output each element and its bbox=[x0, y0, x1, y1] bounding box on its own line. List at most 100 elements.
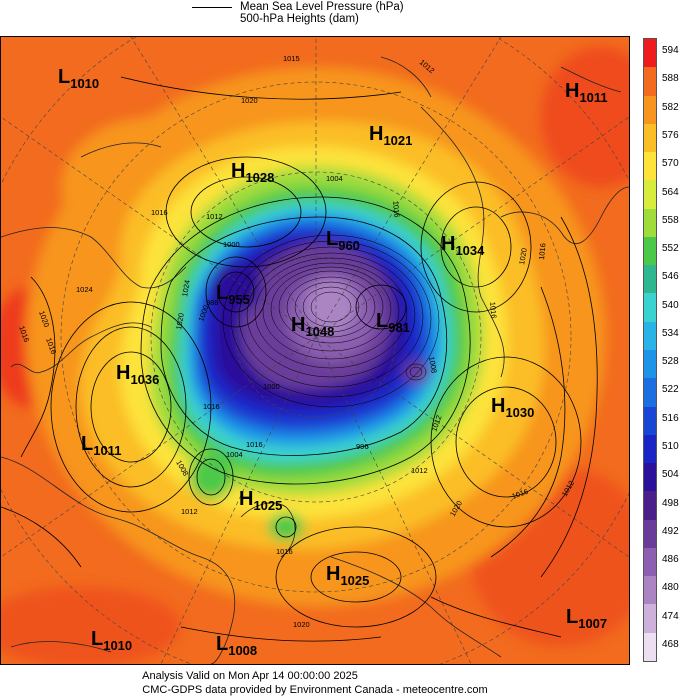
header: Mean Sea Level Pressure (hPa) 500-hPa He… bbox=[0, 0, 680, 36]
high-pressure-center: H1048 bbox=[291, 314, 334, 339]
colorbar-tick-label: 468 bbox=[662, 638, 679, 650]
colorbar-tick-label: 540 bbox=[662, 299, 679, 311]
colorbar-tick-label: 528 bbox=[662, 356, 679, 368]
colorbar-swatch bbox=[644, 293, 656, 323]
heights-legend-label: 500-hPa Heights (dam) bbox=[240, 13, 359, 25]
height-colorbar bbox=[643, 38, 657, 662]
colorbar-swatch bbox=[644, 576, 656, 605]
analysis-valid-text: Analysis Valid on Mon Apr 14 00:00:00 20… bbox=[142, 670, 358, 682]
colorbar-swatch bbox=[644, 350, 656, 379]
colorbar-swatch bbox=[644, 265, 656, 294]
low-pressure-center: L1011 bbox=[81, 433, 121, 458]
colorbar-tick-label: 510 bbox=[662, 440, 679, 452]
map-svg: 1015 1012 1020 1004 1016 1012 1000 1016 … bbox=[1, 37, 629, 664]
colorbar-tick-label: 498 bbox=[662, 497, 679, 509]
colorbar-tick-label: 570 bbox=[662, 158, 679, 170]
cutoff-low-green bbox=[189, 455, 233, 499]
high-pressure-center: H1021 bbox=[369, 123, 412, 148]
pressure-centers: L1010 H1011 H1021 H1028 L960 H1034 L955 H1048 L9… bbox=[58, 66, 608, 658]
colorbar-swatch bbox=[644, 152, 656, 181]
colorbar-tick-label: 558 bbox=[662, 214, 679, 226]
high-pressure-center: H1025 bbox=[239, 488, 282, 513]
contour-label: 988 bbox=[206, 298, 219, 307]
colorbar-tick-label: 552 bbox=[662, 243, 679, 255]
contour-label: 1016 bbox=[276, 547, 293, 556]
dense-contours bbox=[222, 234, 440, 408]
lat-lon-grid bbox=[1, 37, 629, 664]
high-pressure-center: H1025 bbox=[326, 563, 369, 588]
colorbar-swatch bbox=[644, 180, 656, 210]
contour-label: 1016 bbox=[488, 301, 498, 318]
legend-line-symbol bbox=[192, 7, 232, 8]
contour-label: 1020 bbox=[517, 247, 529, 265]
contour-label: 1008 bbox=[427, 356, 439, 374]
contour-label: 1004 bbox=[326, 174, 343, 183]
high-pressure-center: H1034 bbox=[441, 233, 485, 258]
colorbar-swatch bbox=[644, 434, 656, 464]
mslp-legend-label: Mean Sea Level Pressure (hPa) bbox=[240, 1, 404, 13]
low-pressure-center: L981 bbox=[376, 310, 410, 335]
contour-label: 1016 bbox=[537, 243, 547, 260]
contour-label: 1000 bbox=[223, 240, 240, 249]
height-field-594-sw bbox=[1, 587, 181, 664]
contour-labels: 1015 1012 1020 1004 1016 1012 1000 1016 … bbox=[17, 54, 576, 629]
contour-label: 1020 bbox=[174, 312, 186, 330]
low-pressure-center: L1010 bbox=[58, 66, 99, 91]
colorbar-tick-label: 474 bbox=[662, 610, 679, 622]
high-pressure-center: H1011 bbox=[565, 80, 608, 105]
isobars bbox=[1, 76, 598, 642]
contour-label: 1000 bbox=[263, 382, 280, 391]
colorbar-tick-label: 582 bbox=[662, 101, 679, 113]
colorbar-swatch bbox=[644, 39, 656, 68]
colorbar-tick-label: 546 bbox=[662, 271, 679, 283]
colorbar-tick-label: 534 bbox=[662, 327, 679, 339]
high-pressure-center: H1030 bbox=[491, 395, 534, 420]
low-pressure-center: L960 bbox=[326, 228, 360, 253]
colorbar-tick-label: 594 bbox=[662, 45, 679, 57]
colorbar-swatch bbox=[644, 604, 656, 634]
contour-label: 1016 bbox=[391, 200, 401, 217]
low-pressure-center: L1008 bbox=[216, 633, 257, 658]
colorbar-swatch bbox=[644, 491, 656, 521]
contour-label: 1012 bbox=[181, 507, 198, 516]
colorbar-tick-label: 576 bbox=[662, 129, 679, 141]
high-pressure-center: H1028 bbox=[231, 160, 274, 185]
colorbar-swatch bbox=[644, 547, 656, 577]
contour-label: 996 bbox=[356, 442, 369, 451]
contour-label: 1016 bbox=[203, 402, 220, 411]
height-field-594-ne bbox=[541, 47, 629, 187]
colorbar-tick-label: 522 bbox=[662, 384, 679, 396]
contour-label: 1015 bbox=[283, 54, 300, 63]
colorbar-swatch bbox=[644, 632, 656, 662]
low-pressure-center: L1007 bbox=[566, 606, 607, 631]
cutoff-low-purple bbox=[211, 262, 261, 312]
colorbar-tick-label: 492 bbox=[662, 525, 679, 537]
low-pressure-center: L955 bbox=[216, 282, 250, 307]
colorbar-swatch bbox=[644, 519, 656, 549]
colorbar-swatch bbox=[644, 463, 656, 492]
colorbar-tick-label: 504 bbox=[662, 469, 679, 481]
contour-label: 1020 bbox=[241, 96, 258, 105]
colorbar-tick-label: 588 bbox=[662, 73, 679, 85]
height-field-474 bbox=[306, 279, 356, 335]
high-pressure-center: H1036 bbox=[116, 362, 159, 387]
weather-map[interactable]: 1015 1012 1020 1004 1016 1012 1000 1016 … bbox=[0, 36, 630, 665]
colorbar-swatch bbox=[644, 208, 656, 238]
colorbar-swatch bbox=[644, 378, 656, 408]
colorbar-tick-label: 486 bbox=[662, 554, 679, 566]
colorbar-swatch bbox=[644, 123, 656, 153]
colorbar-tick-label: 516 bbox=[662, 412, 679, 424]
colorbar-swatch bbox=[644, 67, 656, 97]
colorbar-tick-label: 564 bbox=[662, 186, 679, 198]
contour-label: 1012 bbox=[411, 466, 428, 475]
colorbar-swatch bbox=[644, 406, 656, 436]
contour-label: 1024 bbox=[180, 279, 192, 297]
contour-label: 1016 bbox=[151, 208, 168, 217]
colorbar-swatch bbox=[644, 321, 656, 351]
coastlines bbox=[1, 56, 629, 664]
contour-label: 1020 bbox=[293, 620, 310, 629]
contour-label: 1004 bbox=[226, 450, 243, 459]
contour-label: 1024 bbox=[76, 285, 93, 294]
contour-label: 1012 bbox=[206, 212, 223, 221]
colorbar-swatch bbox=[644, 236, 656, 266]
